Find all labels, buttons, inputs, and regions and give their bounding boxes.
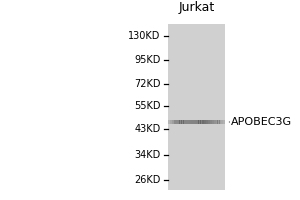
Bar [195,120,197,124]
Bar [191,120,193,124]
Bar [170,120,172,124]
Bar [179,120,182,124]
Bar [183,120,185,124]
Bar [172,120,174,124]
Text: 34KD: 34KD [134,150,160,160]
Bar [214,120,216,124]
Bar [210,120,212,124]
Bar [193,120,195,124]
Text: 95KD: 95KD [134,55,160,65]
Text: 26KD: 26KD [134,175,160,185]
Bar [202,120,204,124]
Bar [215,120,218,124]
Text: 130KD: 130KD [128,31,160,41]
Bar [221,120,224,124]
Text: APOBEC3G: APOBEC3G [231,117,292,127]
Bar [204,120,206,124]
Bar [206,120,208,124]
Text: Jurkat: Jurkat [178,1,214,14]
Bar [189,120,191,124]
Bar [198,120,201,124]
Bar [196,120,199,124]
Bar [223,120,225,124]
Bar [185,120,187,124]
Bar [219,120,221,124]
Bar [208,120,210,124]
Bar [181,120,184,124]
Bar [187,120,189,124]
Bar [178,120,180,124]
Bar [168,120,170,124]
Text: 43KD: 43KD [134,124,160,134]
Bar [200,120,202,124]
Bar [212,120,214,124]
Bar [168,24,225,190]
Bar [176,120,178,124]
Bar [174,120,176,124]
Text: 55KD: 55KD [134,101,160,111]
Bar [218,120,220,124]
Text: 72KD: 72KD [134,79,160,89]
